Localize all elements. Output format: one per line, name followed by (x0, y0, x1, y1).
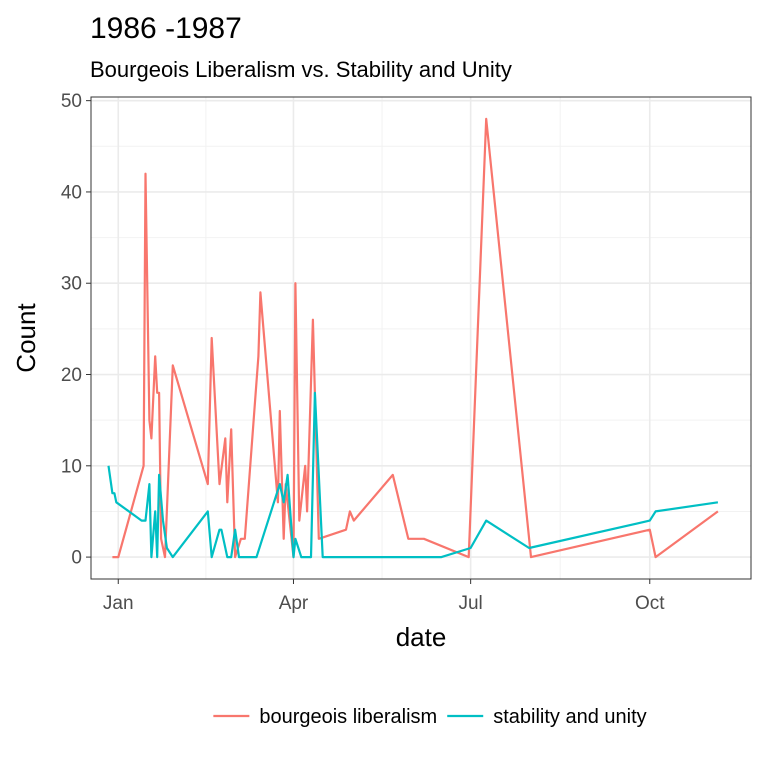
legend: bourgeois liberalism stability and unity (213, 706, 647, 728)
x-axis-title: date (396, 622, 447, 652)
axis-ticks: 0 10 20 30 40 50 Jan Apr Jul Oct (61, 91, 665, 614)
x-tick-label: Oct (635, 593, 665, 614)
chart-subtitle: Bourgeois Liberalism vs. Stability and U… (90, 57, 512, 82)
y-tick-label: 20 (61, 365, 82, 386)
data-series (107, 117, 719, 559)
chart-title: 1986 -1987 (90, 12, 242, 45)
grid-lines (91, 97, 751, 579)
legend-label: bourgeois liberalism (259, 706, 437, 728)
y-tick-label: 40 (61, 182, 82, 203)
x-tick-label: Apr (279, 593, 309, 614)
series-line-stability-and-unity (107, 391, 719, 559)
x-tick-label: Jul (458, 593, 482, 614)
y-tick-label: 0 (71, 548, 82, 569)
series-line-bourgeois-liberalism (112, 117, 719, 559)
y-tick-label: 30 (61, 274, 82, 295)
legend-label: stability and unity (493, 706, 646, 728)
y-tick-label: 10 (61, 456, 82, 477)
y-tick-label: 50 (61, 91, 82, 112)
legend-item: bourgeois liberalism (213, 706, 437, 728)
x-tick-label: Jan (103, 593, 134, 614)
y-axis-title: Count (11, 303, 41, 373)
plot-panel-border (90, 96, 752, 580)
legend-item: stability and unity (447, 706, 647, 728)
